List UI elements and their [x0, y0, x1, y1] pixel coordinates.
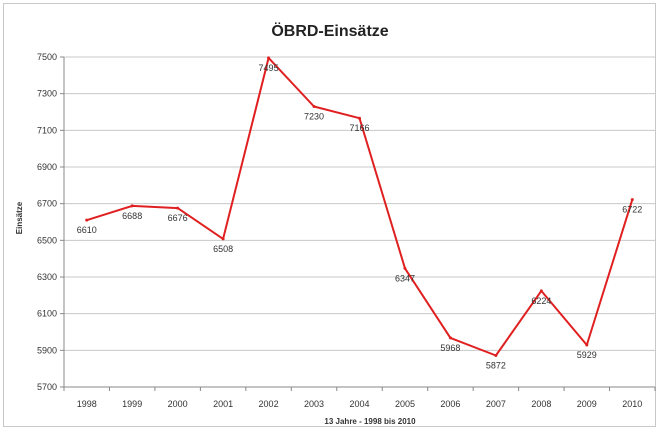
- data-point: [539, 289, 543, 293]
- data-point: [221, 237, 225, 241]
- x-tick-label: 2000: [168, 399, 188, 409]
- y-tick-label: 7300: [37, 89, 57, 99]
- data-point: [312, 105, 316, 108]
- data-point: [176, 206, 180, 210]
- y-tick-label: 6700: [37, 199, 57, 209]
- data-label: 6610: [77, 225, 97, 235]
- data-label: 5929: [577, 350, 597, 360]
- data-point: [85, 218, 89, 222]
- chart-frame: [3, 3, 656, 427]
- data-label: 5872: [486, 360, 506, 370]
- data-point: [130, 204, 134, 208]
- data-point: [630, 198, 634, 202]
- data-label: 7495: [259, 63, 279, 73]
- y-tick-label: 6900: [37, 162, 57, 172]
- data-label: 6347: [395, 273, 415, 283]
- y-axis-title: Einsätze: [15, 201, 24, 234]
- data-label: 6688: [122, 211, 142, 221]
- data-label: 7166: [349, 123, 369, 133]
- series-layer: [85, 56, 634, 357]
- y-tick-label: 7100: [37, 125, 57, 135]
- data-point: [267, 56, 271, 60]
- gridlines: [64, 56, 655, 388]
- x-tick-label: 1998: [77, 399, 97, 409]
- y-tick-label: 5700: [37, 382, 57, 392]
- data-point: [448, 336, 452, 340]
- x-tick-label: 2003: [304, 399, 324, 409]
- x-tick-label: 2004: [349, 399, 369, 409]
- data-label: 7230: [304, 112, 324, 122]
- x-tick-label: 2001: [213, 399, 233, 409]
- data-labels: 6610 6688 6676 6508 7495 7230 7166 6347 5968 5872…: [77, 63, 643, 371]
- x-tick-label: 2002: [259, 399, 279, 409]
- data-label: 6508: [213, 244, 233, 254]
- y-tick-label: 6300: [37, 272, 57, 282]
- y-tick-label: 6500: [37, 235, 57, 245]
- data-label: 5968: [440, 343, 460, 353]
- axes: [60, 56, 656, 391]
- x-tick-label: 1999: [122, 399, 142, 409]
- x-axis-title: 13 Jahre - 1998 bis 2010: [324, 417, 416, 426]
- data-label: 6676: [168, 213, 188, 223]
- series-line: [86, 56, 634, 357]
- x-tick-label: 2008: [531, 399, 551, 409]
- tick-labels: 5700 5900 6100 6300 6500 6700 6900 7100 7300 7500…: [37, 52, 642, 409]
- data-label: 6722: [622, 205, 642, 215]
- y-tick-label: 7500: [37, 52, 57, 62]
- chart-title: ÖBRD-Einsätze: [271, 21, 388, 40]
- data-point: [358, 116, 361, 120]
- y-tick-label: 5900: [37, 345, 57, 355]
- x-tick-label: 2006: [440, 399, 460, 409]
- x-tick-label: 2010: [622, 399, 642, 409]
- x-tick-label: 2009: [577, 399, 597, 409]
- x-tick-label: 2005: [395, 399, 415, 409]
- data-point: [403, 266, 407, 270]
- y-tick-label: 6100: [37, 309, 57, 319]
- x-tick-label: 2007: [486, 399, 506, 409]
- data-label: 6224: [531, 296, 551, 306]
- data-point: [585, 343, 589, 347]
- data-point: [494, 353, 498, 357]
